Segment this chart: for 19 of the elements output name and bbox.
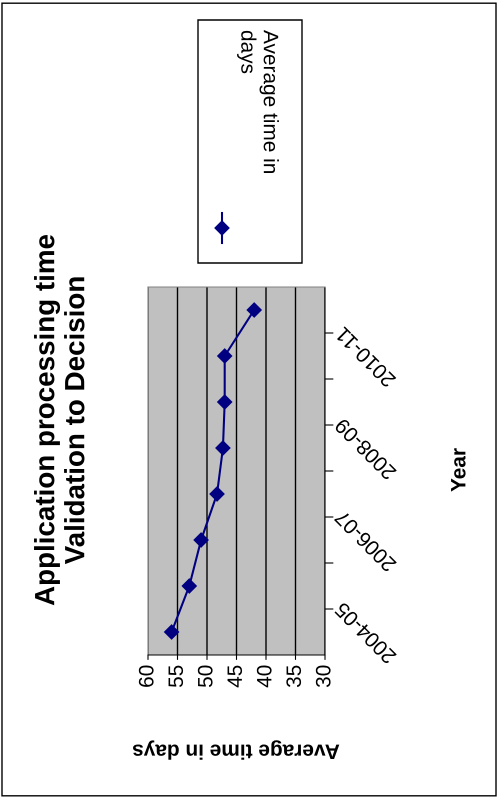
point (215, 440, 230, 456)
text: Application processing time Validation to Decision (34, 234, 84, 606)
x-axis-title: Average time in days (133, 740, 340, 760)
x-tick-label: 50 (198, 666, 213, 688)
x-tick-label: 30 (316, 666, 331, 688)
text: Average time in days (237, 30, 279, 174)
point (182, 578, 197, 594)
point (209, 486, 225, 502)
x-tick-label: 45 (228, 666, 242, 688)
x-tick-label: 55 (168, 666, 184, 688)
point (164, 624, 180, 640)
point (194, 532, 209, 548)
point (217, 394, 232, 410)
x-tick-label: 60 (138, 666, 154, 687)
x-tick-label: 40 (256, 666, 272, 688)
y-axis-title: Year (451, 448, 466, 492)
point (217, 348, 232, 364)
x-tick-label: 35 (286, 666, 302, 688)
point (246, 302, 262, 318)
